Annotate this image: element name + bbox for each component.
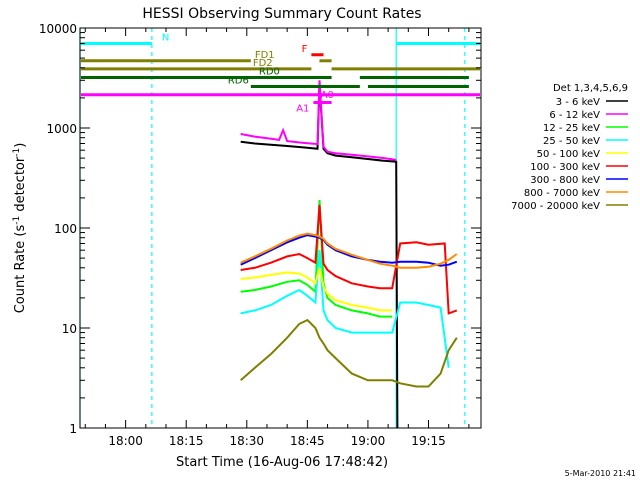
legend: Det 1,3,4,5,6,9 3 - 6 keV 6 - 12 keV 12 - … bbox=[511, 83, 628, 212]
series-line-6 bbox=[240, 234, 458, 267]
y-axis-label-main: Count Rate (s bbox=[13, 225, 28, 314]
y-axis-label-sup1: -1 bbox=[12, 216, 22, 225]
timestamp: 5-Mar-2010 21:41 bbox=[565, 469, 636, 478]
status-label-f: F bbox=[302, 44, 308, 55]
y-axis: 1 10 100 1000 10000 bbox=[39, 22, 481, 436]
x-tick-label-3: 18:45 bbox=[290, 434, 325, 448]
legend-label-6: 300 - 800 keV bbox=[530, 175, 600, 186]
y-tick-label-2: 100 bbox=[54, 222, 77, 236]
legend-label-0: 3 - 6 keV bbox=[556, 97, 600, 108]
series-line-1 bbox=[240, 80, 397, 161]
series-line-4 bbox=[240, 267, 393, 312]
y-axis-label: Count Rate (s-1 detector-1) bbox=[12, 143, 28, 314]
series-line-7 bbox=[240, 232, 458, 269]
series-line-0 bbox=[240, 83, 399, 429]
chart-title: HESSI Observing Summary Count Rates bbox=[142, 6, 421, 22]
status-label-fd2: FD2 bbox=[253, 58, 273, 69]
legend-label-3: 25 - 50 keV bbox=[543, 136, 600, 147]
status-label-a1: A1 bbox=[296, 103, 309, 114]
x-tick-label-4: 19:00 bbox=[351, 434, 386, 448]
x-axis-label: Start Time (16-Aug-06 17:48:42) bbox=[176, 455, 388, 470]
y-tick-label-0: 1 bbox=[69, 422, 77, 436]
legend-label-5: 100 - 300 keV bbox=[530, 162, 600, 173]
legend-label-2: 12 - 25 keV bbox=[543, 123, 600, 134]
x-tick-label-2: 18:30 bbox=[229, 434, 264, 448]
series-line-5 bbox=[240, 204, 458, 315]
legend-label-1: 6 - 12 keV bbox=[549, 110, 600, 121]
status-label-rd6: RD6 bbox=[228, 76, 249, 87]
x-tick-label-5: 19:15 bbox=[411, 434, 446, 448]
x-tick-label-1: 18:15 bbox=[169, 434, 204, 448]
status-label-n: N bbox=[162, 32, 169, 43]
series-line-3 bbox=[240, 250, 450, 368]
legend-label-4: 50 - 100 keV bbox=[537, 149, 601, 160]
x-axis: 18:00 18:15 18:30 18:45 19:00 19:15 bbox=[84, 28, 470, 448]
y-axis-label-sup2: -1 bbox=[12, 148, 22, 157]
y-axis-label-end: ) bbox=[13, 143, 28, 148]
legend-title: Det 1,3,4,5,6,9 bbox=[553, 83, 628, 94]
legend-label-7: 800 - 7000 keV bbox=[524, 188, 600, 199]
y-tick-label-1: 10 bbox=[62, 322, 77, 336]
y-tick-label-4: 10000 bbox=[39, 22, 77, 36]
series-line-8 bbox=[240, 318, 458, 388]
status-label-a0: A0 bbox=[321, 90, 334, 101]
status-label-rd0: RD0 bbox=[259, 66, 280, 77]
y-tick-label-3: 1000 bbox=[46, 122, 77, 136]
series-line-2 bbox=[240, 200, 393, 318]
x-tick-label-0: 18:00 bbox=[108, 434, 143, 448]
legend-label-8: 7000 - 20000 keV bbox=[511, 201, 600, 212]
y-axis-label-mid: detector bbox=[13, 156, 28, 216]
status-label-fd1: FD1 bbox=[255, 50, 275, 61]
